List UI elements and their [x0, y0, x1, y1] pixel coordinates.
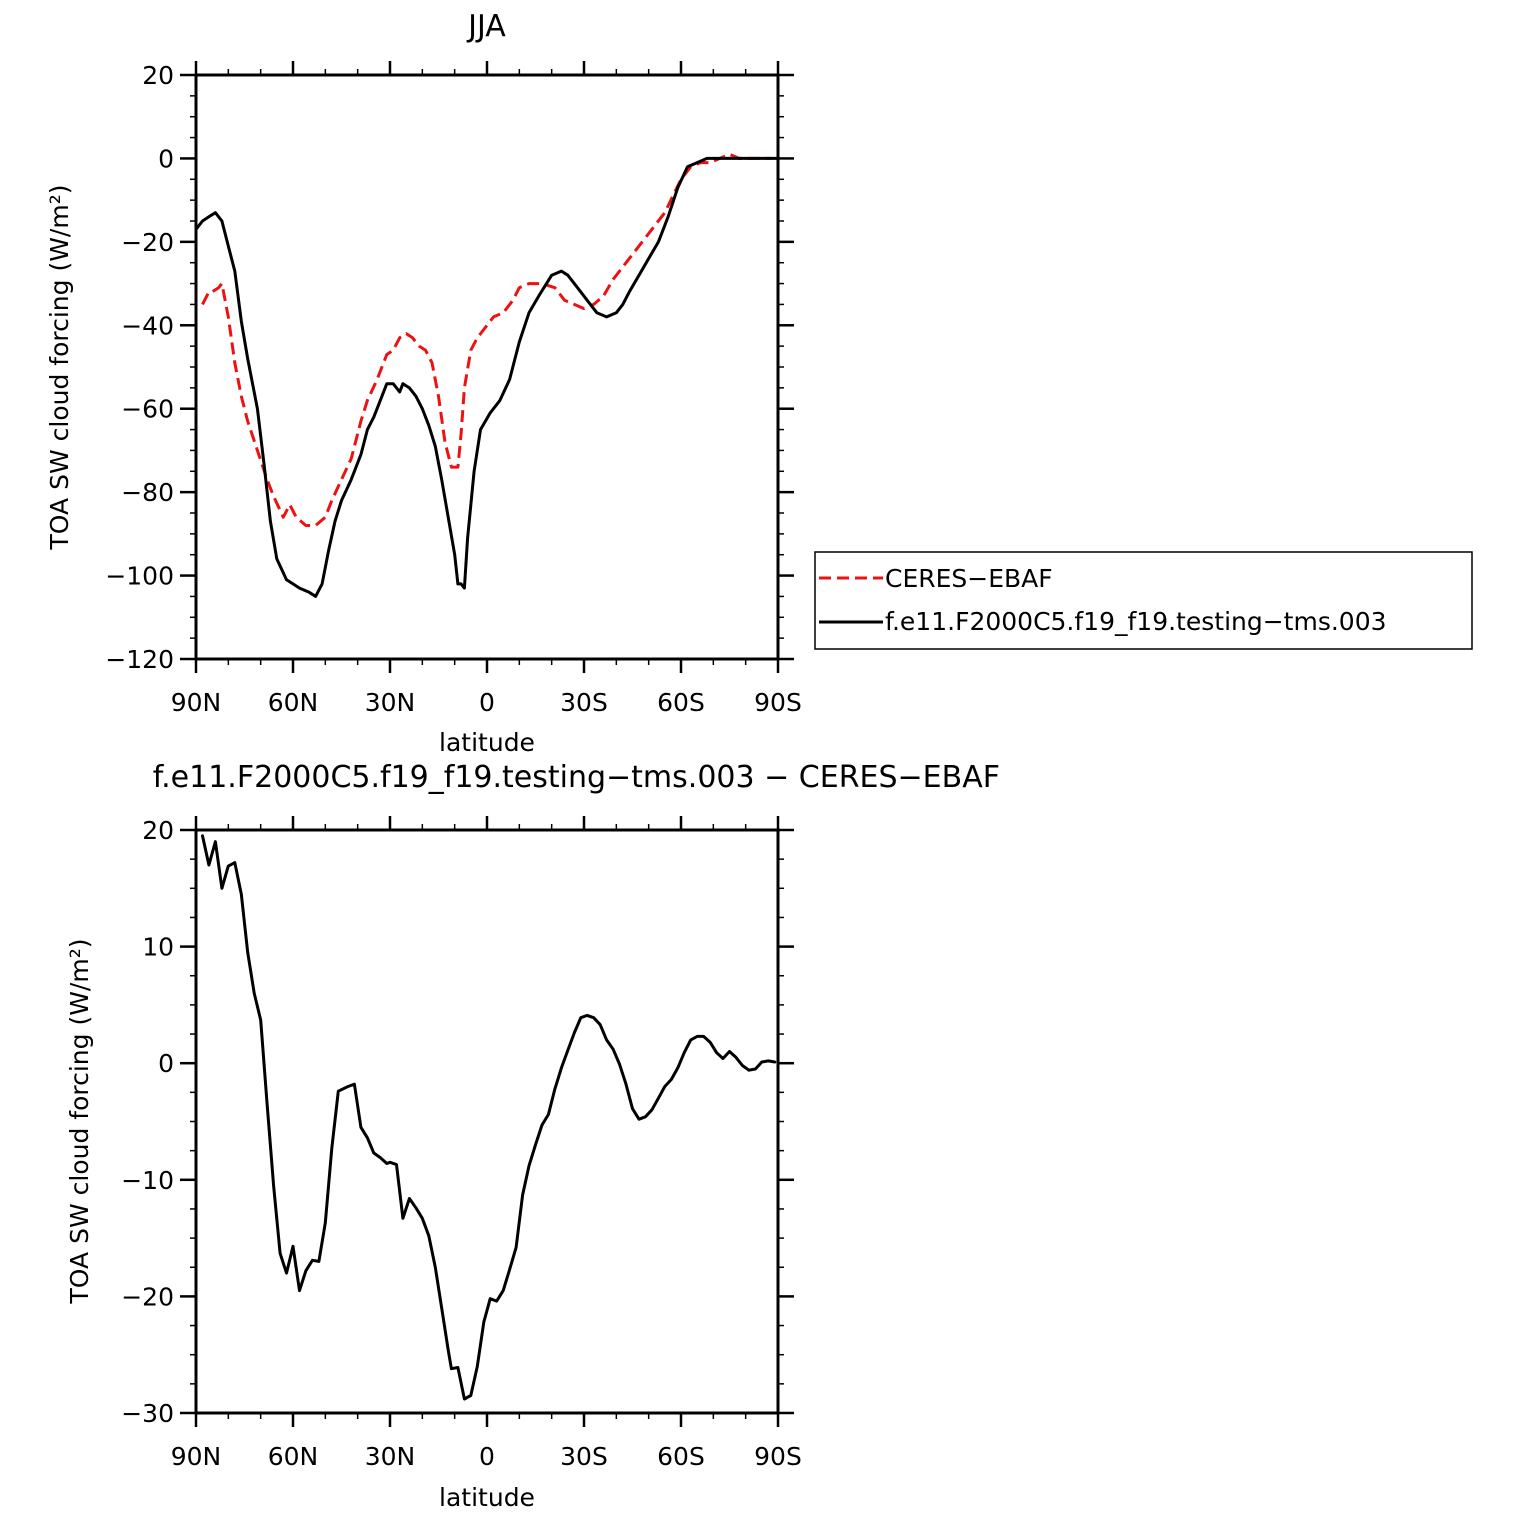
- top-chart-x-tick-label: 30S: [560, 688, 608, 717]
- top-chart-y-tick-label: −100: [105, 562, 174, 591]
- legend-label-observation: CERES−EBAF: [885, 564, 1053, 593]
- bottom-chart-series-line-model: [201, 834, 777, 1401]
- bottom-chart-title: f.e11.F2000C5.f19_f19.testing−tms.003 − …: [153, 760, 1000, 795]
- bottom-chart-y-ticks: 20 10 0 −10 −20 −30: [121, 816, 794, 1428]
- bottom-chart: f.e11.F2000C5.f19_f19.testing−tms.003 − …: [65, 760, 1000, 1512]
- bottom-chart-y-tick-label: 0: [158, 1049, 174, 1078]
- legend-box: [814, 551, 1473, 650]
- bottom-chart-x-tick-label: 90N: [171, 1442, 222, 1471]
- bottom-chart-y-tick-label: 20: [142, 816, 174, 845]
- top-chart-y-tick-label: 0: [158, 144, 174, 173]
- top-chart-x-tick-label: 60S: [657, 688, 705, 717]
- top-chart-y-tick-label: −80: [121, 478, 174, 507]
- top-chart-title: JJA: [466, 9, 506, 44]
- top-chart-x-tick-label: 90S: [754, 688, 802, 717]
- bottom-chart-x-tick-label: 90S: [754, 1442, 802, 1471]
- bottom-chart-series: [201, 834, 777, 1401]
- bottom-chart-y-tick-label: −20: [121, 1282, 174, 1311]
- bottom-chart-x-tick-label: 60S: [657, 1442, 705, 1471]
- top-chart-x-tick-label: 60N: [268, 688, 319, 717]
- bottom-chart-x-tick-label: 30N: [365, 1442, 416, 1471]
- top-chart-y-tick-label: −20: [121, 228, 174, 257]
- top-chart-x-axis-title: latitude: [439, 728, 535, 757]
- top-chart-y-tick-label: −120: [105, 645, 174, 674]
- bottom-chart-x-ticks: 90N 60N 30N 0 30S 60S 90S: [171, 816, 802, 1471]
- top-chart-x-ticks: 90N 60N 30N 0 30S 60S 90S: [171, 61, 802, 717]
- bottom-chart-x-axis-title: latitude: [439, 1483, 535, 1512]
- top-chart-series-line-model: [194, 156, 780, 598]
- bottom-chart-y-tick-label: −30: [121, 1399, 174, 1428]
- top-chart-y-axis-title: TOA SW cloud forcing (W/m²): [45, 185, 74, 551]
- top-chart-x-tick-label: 90N: [171, 688, 222, 717]
- bottom-chart-x-tick-label: 30S: [560, 1442, 608, 1471]
- top-chart-x-tick-label: 30N: [365, 688, 416, 717]
- top-chart-series-line-observation: [201, 152, 772, 527]
- bottom-chart-x-tick-label: 0: [479, 1442, 495, 1471]
- top-chart-y-tick-label: −40: [121, 311, 174, 340]
- legend: CERES−EBAF f.e11.F2000C5.f19_f19.testing…: [814, 551, 1473, 650]
- top-chart-x-tick-label: 0: [479, 688, 495, 717]
- top-chart-y-tick-label: 20: [142, 61, 174, 90]
- top-chart-series: [194, 152, 780, 598]
- top-chart-y-tick-label: −60: [121, 395, 174, 424]
- bottom-chart-plot-frame: [194, 828, 780, 1415]
- top-chart: JJA 20 0 −20 −40 −60 −80 −100 −120 90N 60N 30N 0 30…: [45, 9, 802, 757]
- bottom-chart-y-axis-title: TOA SW cloud forcing (W/m²): [65, 939, 94, 1305]
- bottom-chart-y-tick-label: −10: [121, 1166, 174, 1195]
- legend-label-model: f.e11.F2000C5.f19_f19.testing−tms.003: [885, 607, 1387, 636]
- bottom-chart-x-tick-label: 60N: [268, 1442, 319, 1471]
- bottom-chart-y-tick-label: 10: [142, 933, 174, 962]
- top-chart-y-ticks: 20 0 −20 −40 −60 −80 −100 −120: [105, 61, 794, 674]
